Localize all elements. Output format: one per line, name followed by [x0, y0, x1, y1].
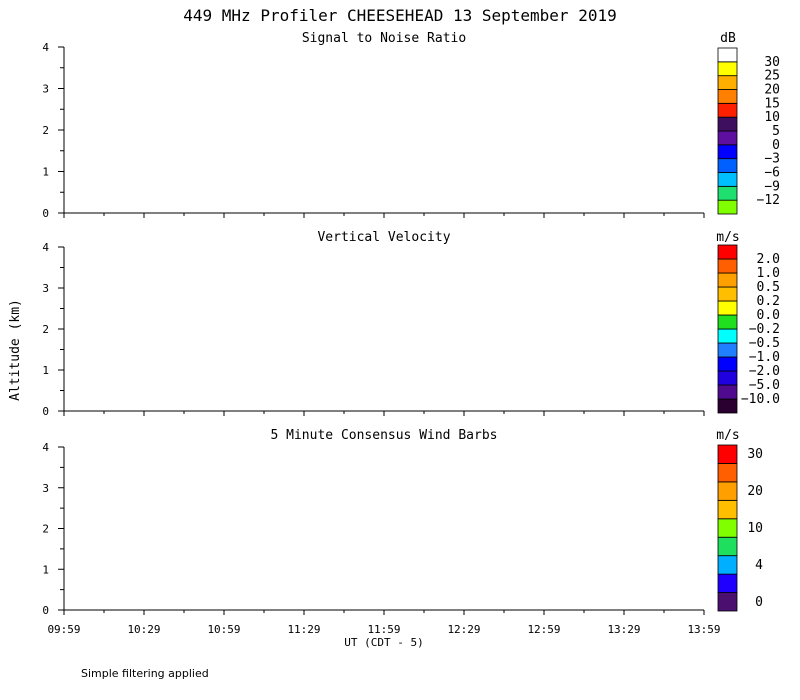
- panel1-colorbar-segment: [717, 158, 738, 173]
- x-tick-label: 12:29: [447, 623, 480, 636]
- panel3-colorbar-segment: [717, 592, 738, 612]
- panel2-colorbar-segment: [717, 300, 738, 316]
- panel1-colorbar-label: −9: [764, 179, 780, 194]
- panel2-colorbar-label: −10.0: [741, 392, 780, 407]
- panel1-colorbar-segment: [717, 172, 738, 187]
- panel1-colorbar-unit: dB: [720, 31, 736, 46]
- panel3-y-tick-label: 4: [42, 441, 49, 454]
- panel2-colorbar-segment: [717, 328, 738, 344]
- panel2-y-tick-label: 4: [42, 241, 49, 254]
- x-tick-label: 13:29: [607, 623, 640, 636]
- panel3-colorbar-label: 20: [747, 484, 763, 499]
- panel2-y-tick-label: 1: [42, 364, 49, 377]
- panel2-colorbar-label: −0.5: [749, 336, 780, 351]
- x-axis-label: UT (CDT - 5): [344, 636, 423, 649]
- x-tick-label: 13:59: [687, 623, 720, 636]
- panel2-colorbar-label: −1.0: [749, 350, 780, 365]
- panel3-y-tick-label: 1: [42, 563, 49, 576]
- panel2-colorbar-segment: [717, 384, 738, 400]
- panel3-y-tick-label: 3: [42, 482, 49, 495]
- panel3-colorbar-segment: [717, 481, 738, 501]
- panel1-colorbar-segment: [717, 144, 738, 160]
- panel3-colorbar-segment: [717, 444, 738, 464]
- panel2-colorbar-segment: [717, 314, 738, 330]
- figure-title: 449 MHz Profiler CHEESEHEAD 13 September…: [183, 6, 616, 25]
- panel1-y-tick-label: 2: [42, 124, 49, 137]
- panel3-colorbar-segment: [717, 555, 738, 575]
- panel3-colorbar-segment: [717, 518, 738, 538]
- panel3-colorbar-segment: [717, 499, 738, 520]
- panel1-colorbar-segment: [717, 89, 738, 104]
- panel2-colorbar-segment: [717, 342, 738, 358]
- panel2-colorbar-label: −0.2: [749, 322, 780, 337]
- panel3-colorbar-unit: m/s: [716, 428, 739, 443]
- panel1-colorbar-label: 15: [764, 96, 780, 111]
- panel3-colorbar-segment: [717, 573, 738, 593]
- panel2-colorbar-label: 1.0: [757, 266, 780, 281]
- panel1-title: Signal to Noise Ratio: [302, 31, 466, 46]
- panel1-colorbar-label: 0: [772, 138, 780, 153]
- panel1-colorbar-segment: [717, 199, 738, 215]
- panel2-colorbar-label: 0.0: [757, 308, 780, 323]
- panel3-colorbar-label: 30: [747, 447, 763, 462]
- panel2-colorbar-label: −2.0: [749, 364, 780, 379]
- panel1-colorbar-label: −6: [764, 166, 780, 181]
- panel2-colorbar-segment: [717, 398, 738, 414]
- panel3-colorbar-label: 4: [755, 558, 763, 573]
- panel2-colorbar-segment: [717, 244, 738, 260]
- panel1-colorbar-segment: [717, 116, 738, 132]
- x-tick-label: 11:29: [287, 623, 320, 636]
- panel3-title: 5 Minute Consensus Wind Barbs: [271, 428, 498, 443]
- panel1-colorbar-label: 10: [764, 110, 780, 125]
- panel2-colorbar-label: 0.2: [757, 294, 780, 309]
- x-tick-label: 10:59: [207, 623, 240, 636]
- panel1-y-tick-label: 4: [42, 41, 49, 54]
- panel2-y-tick-label: 3: [42, 282, 49, 295]
- panel1-y-tick-label: 0: [42, 207, 49, 220]
- panel2-colorbar-unit: m/s: [716, 230, 739, 245]
- x-tick-label: 09:59: [47, 623, 80, 636]
- panel2-colorbar-segment: [717, 286, 738, 302]
- panel1-colorbar-segment: [717, 130, 738, 146]
- panel1-colorbar-segment: [717, 185, 738, 201]
- panel2-colorbar-segment: [717, 370, 738, 386]
- panel2-colorbar-label: 0.5: [757, 280, 780, 295]
- panel2-y-tick-label: 0: [42, 405, 49, 418]
- panel1-y-tick-label: 3: [42, 83, 49, 96]
- panel1-colorbar-label: 25: [764, 69, 780, 84]
- panel3-y-tick-label: 0: [42, 604, 49, 617]
- panel2-colorbar-segment: [717, 356, 738, 372]
- panel3-colorbar-segment: [717, 463, 738, 483]
- panel2-title: Vertical Velocity: [317, 230, 450, 245]
- panel1-colorbar-segment: [717, 102, 738, 118]
- footnote: Simple filtering applied: [81, 667, 209, 680]
- panel1-colorbar-segment: [717, 47, 738, 63]
- x-tick-label: 10:29: [127, 623, 160, 636]
- panel1-colorbar-label: 20: [764, 83, 780, 98]
- x-tick-label: 11:59: [367, 623, 400, 636]
- panel1-colorbar-label: −3: [764, 152, 780, 167]
- panel3-colorbar-label: 10: [747, 521, 763, 536]
- panel1-colorbar-label: 5: [772, 124, 780, 139]
- panel1-colorbar-segment: [717, 61, 738, 77]
- y-axis-label: Altitude (km): [8, 299, 23, 401]
- panel1-y-tick-label: 1: [42, 166, 49, 179]
- panel2-colorbar-segment: [717, 258, 738, 274]
- panel1-colorbar-label: −12: [757, 193, 780, 208]
- panel2-y-tick-label: 2: [42, 323, 49, 336]
- x-tick-label: 12:59: [527, 623, 560, 636]
- panel3-colorbar-label: 0: [755, 595, 763, 610]
- panel3-y-tick-label: 2: [42, 523, 49, 536]
- panel2-colorbar-segment: [717, 272, 738, 288]
- panel2-colorbar-label: 2.0: [757, 252, 780, 267]
- panel1-colorbar-label: 30: [764, 55, 780, 70]
- panel2-colorbar-label: −5.0: [749, 378, 780, 393]
- panel3-colorbar-segment: [717, 536, 738, 557]
- panel1-colorbar-segment: [717, 75, 738, 90]
